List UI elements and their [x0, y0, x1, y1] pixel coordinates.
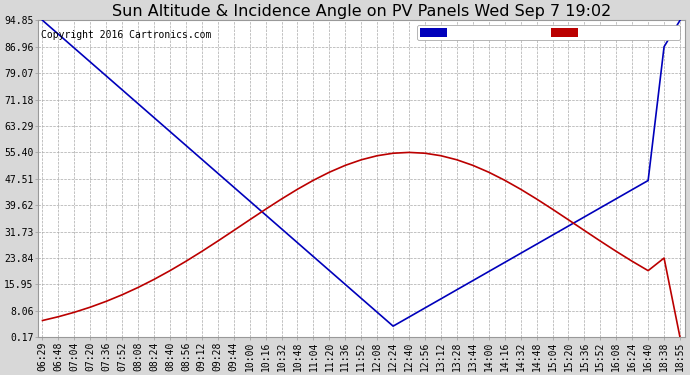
Text: Copyright 2016 Cartronics.com: Copyright 2016 Cartronics.com	[41, 30, 211, 40]
Legend: Incident (Angle °), Altitude (Angle °): Incident (Angle °), Altitude (Angle °)	[417, 25, 680, 40]
Title: Sun Altitude & Incidence Angle on PV Panels Wed Sep 7 19:02: Sun Altitude & Incidence Angle on PV Pan…	[112, 4, 611, 19]
